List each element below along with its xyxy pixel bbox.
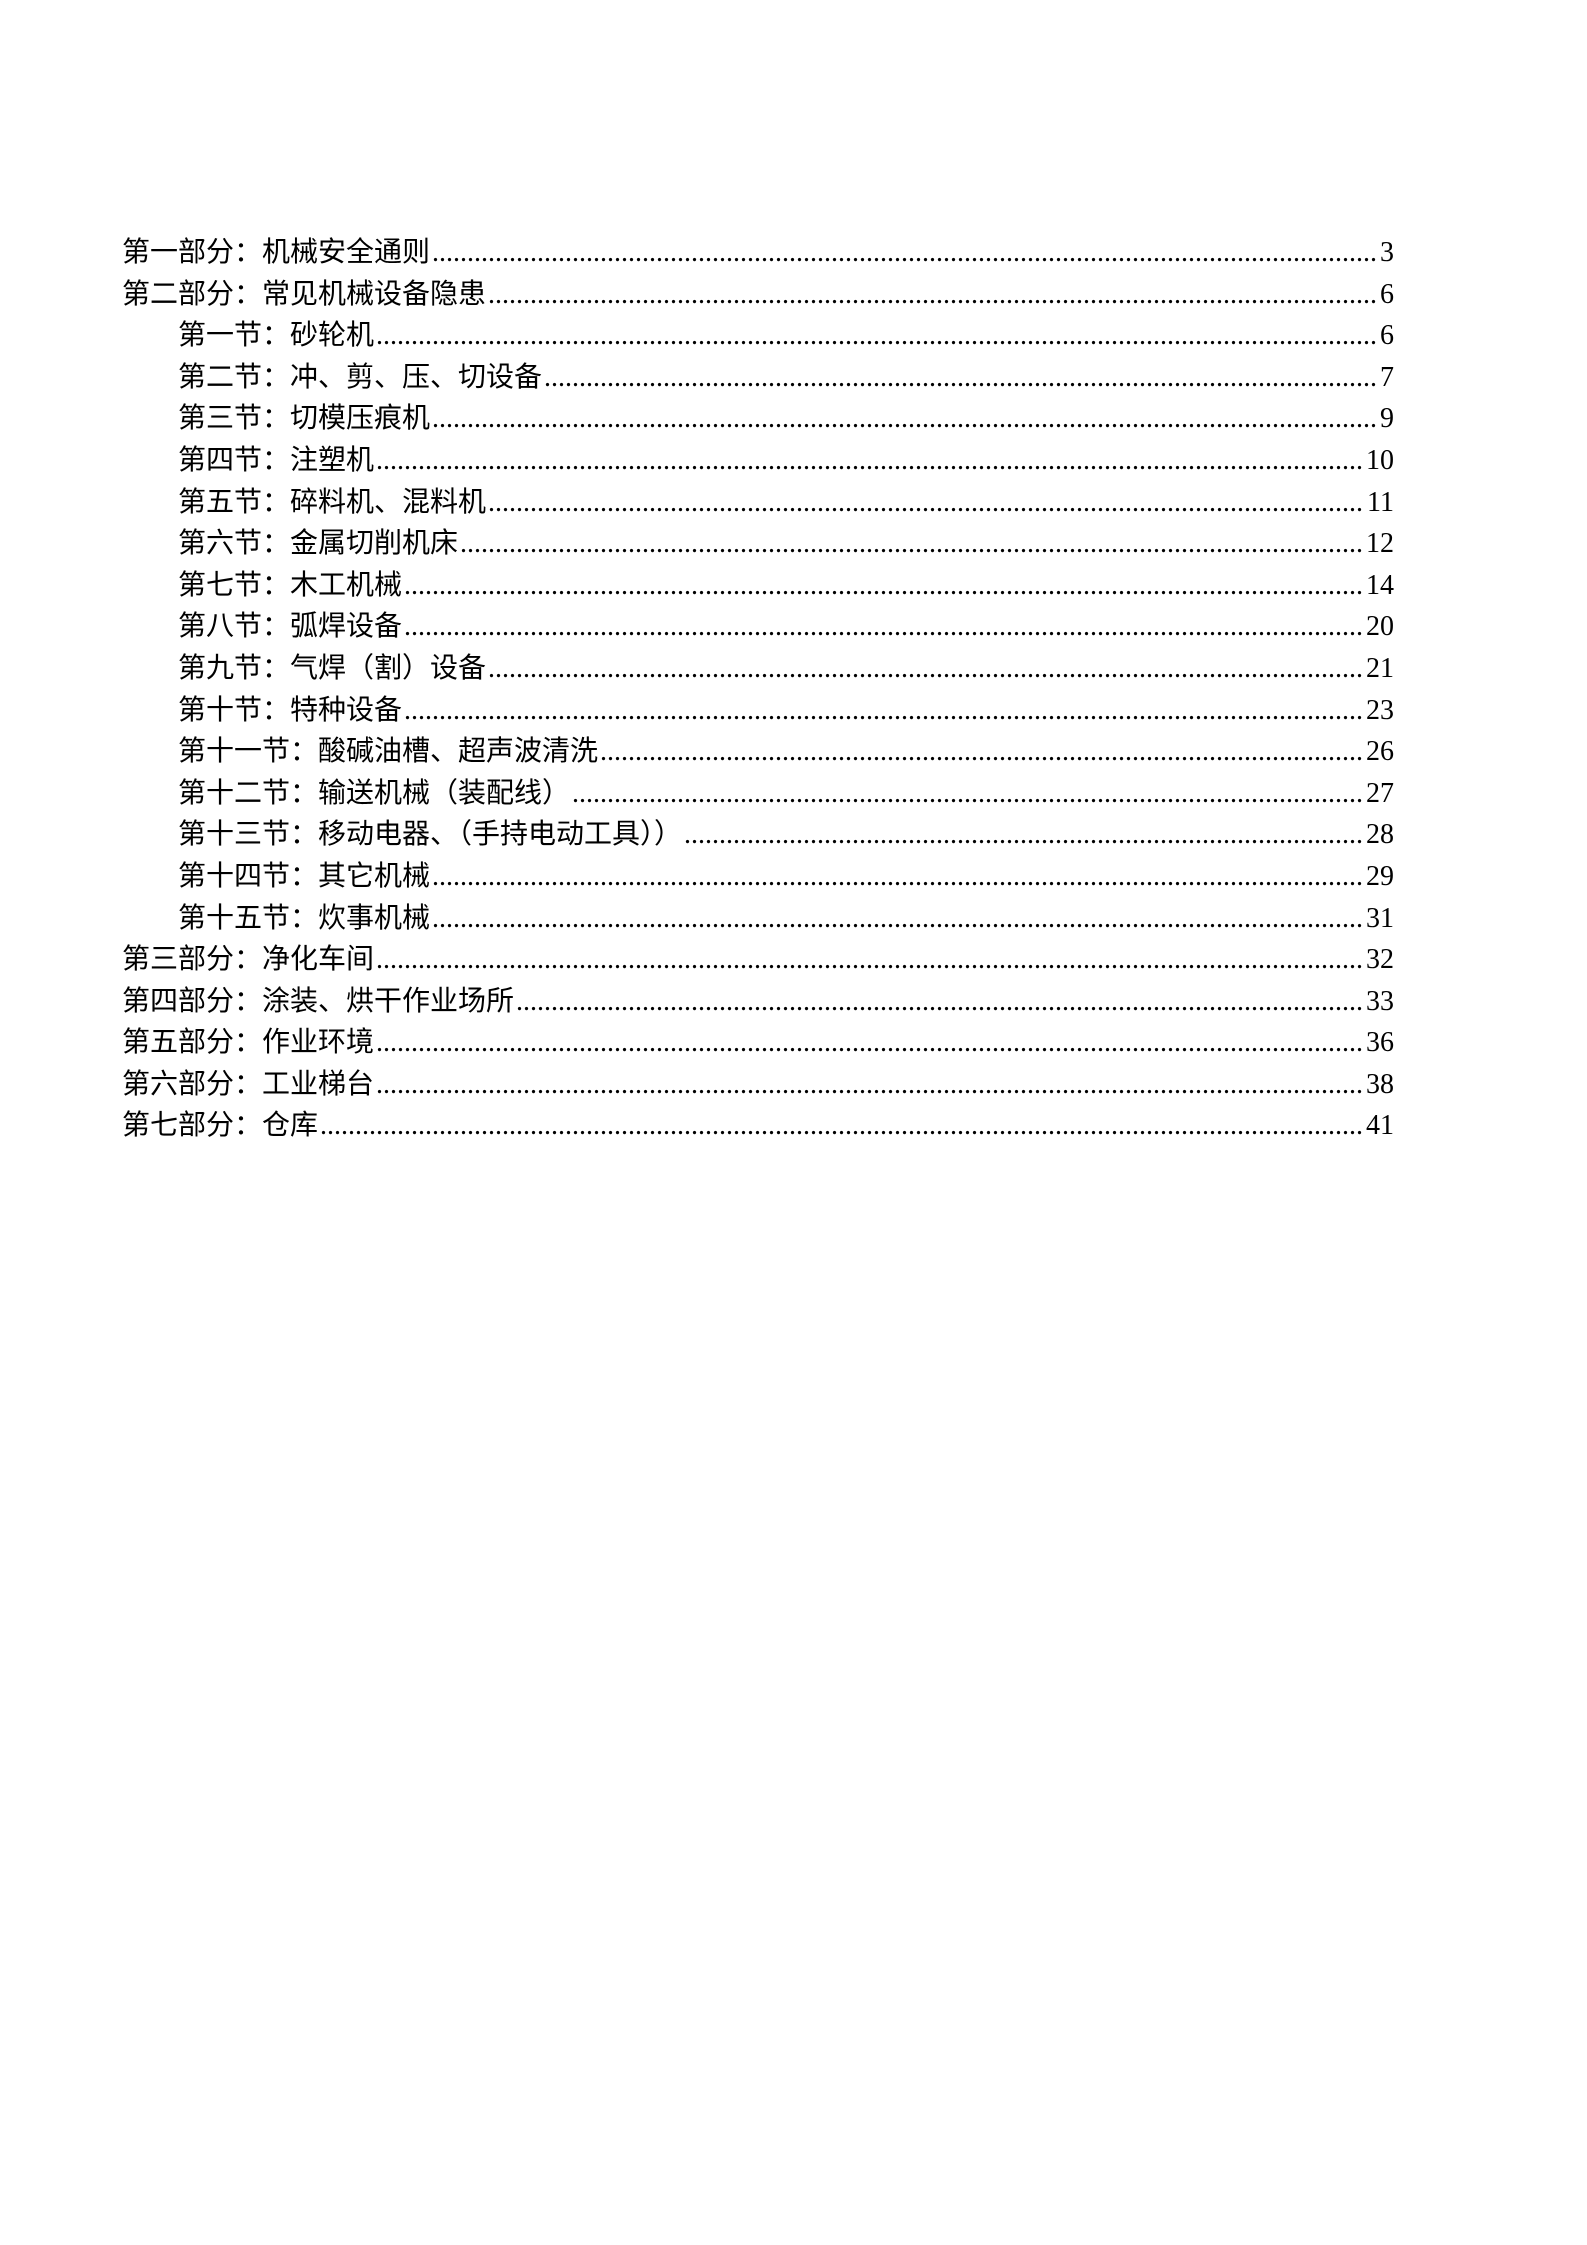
toc-entry[interactable]: 第七部分：仓库.................................… — [122, 1105, 1394, 1147]
toc-entry[interactable]: 第二部分：常见机械设备隐患...........................… — [122, 274, 1394, 316]
toc-entry-page-number: 29 — [1366, 860, 1394, 892]
toc-entry-title: 第二部分：常见机械设备隐患 — [122, 278, 487, 310]
toc-entry-title: 第三节：切模压痕机 — [178, 403, 431, 435]
dot-leader: ........................................… — [404, 694, 1363, 726]
toc-entry-page-number: 28 — [1366, 819, 1394, 851]
toc-entry-page-number: 23 — [1366, 694, 1394, 726]
toc-entry[interactable]: 第十五节：炊事机械...............................… — [122, 898, 1394, 940]
toc-entry-page-number: 21 — [1366, 652, 1394, 684]
dot-leader: ........................................… — [488, 486, 1365, 518]
toc-entry-title: 第十二节：输送机械（装配线） — [178, 777, 571, 809]
toc-entry-title: 第二节：冲、剪、压、切设备 — [178, 361, 543, 393]
toc-entry-title: 第七部分：仓库 — [122, 1110, 319, 1142]
dot-leader: ........................................… — [320, 1110, 1363, 1142]
dot-leader: ........................................… — [404, 569, 1363, 601]
toc-entry[interactable]: 第三节：切模压痕机...............................… — [122, 398, 1394, 440]
toc-entry-page-number: 32 — [1366, 944, 1394, 976]
toc-entry-page-number: 7 — [1380, 361, 1394, 393]
dot-leader: ........................................… — [432, 403, 1377, 435]
toc-entry-title: 第十四节：其它机械 — [178, 860, 431, 892]
toc-entry-page-number: 12 — [1366, 528, 1394, 560]
dot-leader: ........................................… — [376, 320, 1377, 352]
dot-leader: ........................................… — [572, 777, 1363, 809]
toc-entry[interactable]: 第十一节：酸碱油槽、超声波清洗.........................… — [122, 731, 1394, 773]
toc-entry[interactable]: 第五部分：作业环境...............................… — [122, 1022, 1394, 1064]
toc-entry-page-number: 3 — [1380, 237, 1394, 268]
dot-leader: ........................................… — [432, 237, 1377, 268]
dot-leader: ........................................… — [376, 444, 1363, 476]
toc-entry-page-number: 38 — [1366, 1068, 1394, 1100]
toc-entry-page-number: 27 — [1366, 777, 1394, 809]
toc-entry[interactable]: 第十三节：移动电器、（手持电动工具））.....................… — [122, 814, 1394, 856]
toc-entry-page-number: 11 — [1367, 486, 1394, 518]
dot-leader: ........................................… — [516, 985, 1363, 1017]
dot-leader: ........................................… — [376, 1068, 1363, 1100]
toc-entry-page-number: 26 — [1366, 736, 1394, 768]
toc-entry-page-number: 10 — [1366, 444, 1394, 476]
toc-entry-title: 第四节：注塑机 — [178, 444, 375, 476]
toc-entry[interactable]: 第八节：弧焊设备................................… — [122, 606, 1394, 648]
toc-entry-page-number: 6 — [1380, 278, 1394, 310]
dot-leader: ........................................… — [432, 860, 1363, 892]
dot-leader: ........................................… — [488, 278, 1377, 310]
toc-entry[interactable]: 第七节：木工机械................................… — [122, 565, 1394, 607]
toc-entry[interactable]: 第四节：注塑机.................................… — [122, 440, 1394, 482]
toc-entry-title: 第七节：木工机械 — [178, 569, 403, 601]
toc-entry[interactable]: 第五节：碎料机、混料机.............................… — [122, 482, 1394, 524]
toc-entry[interactable]: 第十节：特种设备................................… — [122, 690, 1394, 732]
toc-entry[interactable]: 第十二节：输送机械（装配线）..........................… — [122, 773, 1394, 815]
toc-entry-title: 第十五节：炊事机械 — [178, 902, 431, 934]
dot-leader: ........................................… — [600, 736, 1363, 768]
toc-entry-title: 第五部分：作业环境 — [122, 1027, 375, 1059]
toc-entry-page-number: 33 — [1366, 985, 1394, 1017]
toc-entry[interactable]: 第四部分：涂装、烘干作业场所..........................… — [122, 981, 1394, 1023]
dot-leader: ........................................… — [460, 528, 1363, 560]
dot-leader: ........................................… — [404, 611, 1363, 643]
toc-entry-page-number: 20 — [1366, 611, 1394, 643]
toc-entry-title: 第六节：金属切削机床 — [178, 528, 459, 560]
toc-entry-page-number: 9 — [1380, 403, 1394, 435]
toc-entry-title: 第十三节：移动电器、（手持电动工具）） — [178, 819, 683, 851]
dot-leader: ........................................… — [432, 902, 1363, 934]
dot-leader: ........................................… — [376, 1027, 1363, 1059]
toc-entry[interactable]: 第三部分：净化车间...............................… — [122, 939, 1394, 981]
toc-entry-title: 第十节：特种设备 — [178, 694, 403, 726]
toc-entry[interactable]: 第一部分：机械安全通则.............................… — [122, 232, 1394, 274]
toc-entry[interactable]: 第九节：气焊（割）设备.............................… — [122, 648, 1394, 690]
toc-entry-title: 第九节：气焊（割）设备 — [178, 652, 487, 684]
toc-entry-title: 第六部分：工业梯台 — [122, 1068, 375, 1100]
dot-leader: ........................................… — [684, 819, 1363, 851]
toc-entry[interactable]: 第二节：冲、剪、压、切设备...........................… — [122, 357, 1394, 399]
dot-leader: ........................................… — [544, 361, 1377, 393]
dot-leader: ........................................… — [488, 652, 1363, 684]
toc-entry-page-number: 41 — [1366, 1110, 1394, 1142]
toc-entry[interactable]: 第六节：金属切削机床..............................… — [122, 523, 1394, 565]
toc-entry[interactable]: 第十四节：其它机械...............................… — [122, 856, 1394, 898]
toc-entry-title: 第五节：碎料机、混料机 — [178, 486, 487, 518]
toc-entry-page-number: 14 — [1366, 569, 1394, 601]
toc-entry-page-number: 6 — [1380, 320, 1394, 352]
toc-entry-title: 第四部分：涂装、烘干作业场所 — [122, 985, 515, 1017]
toc-entry-page-number: 36 — [1366, 1027, 1394, 1059]
toc-entry[interactable]: 第六部分：工业梯台...............................… — [122, 1064, 1394, 1106]
toc-entry[interactable]: 第一节：砂轮机.................................… — [122, 315, 1394, 357]
toc-entry-title: 第一节：砂轮机 — [178, 320, 375, 352]
toc-entry-page-number: 31 — [1366, 902, 1394, 934]
dot-leader: ........................................… — [376, 944, 1363, 976]
toc-entry-title: 第八节：弧焊设备 — [178, 611, 403, 643]
table-of-contents: 第一部分：机械安全通则.............................… — [122, 232, 1394, 1147]
toc-entry-title: 第一部分：机械安全通则 — [122, 237, 431, 268]
toc-entry-title: 第十一节：酸碱油槽、超声波清洗 — [178, 736, 599, 768]
toc-entry-title: 第三部分：净化车间 — [122, 944, 375, 976]
